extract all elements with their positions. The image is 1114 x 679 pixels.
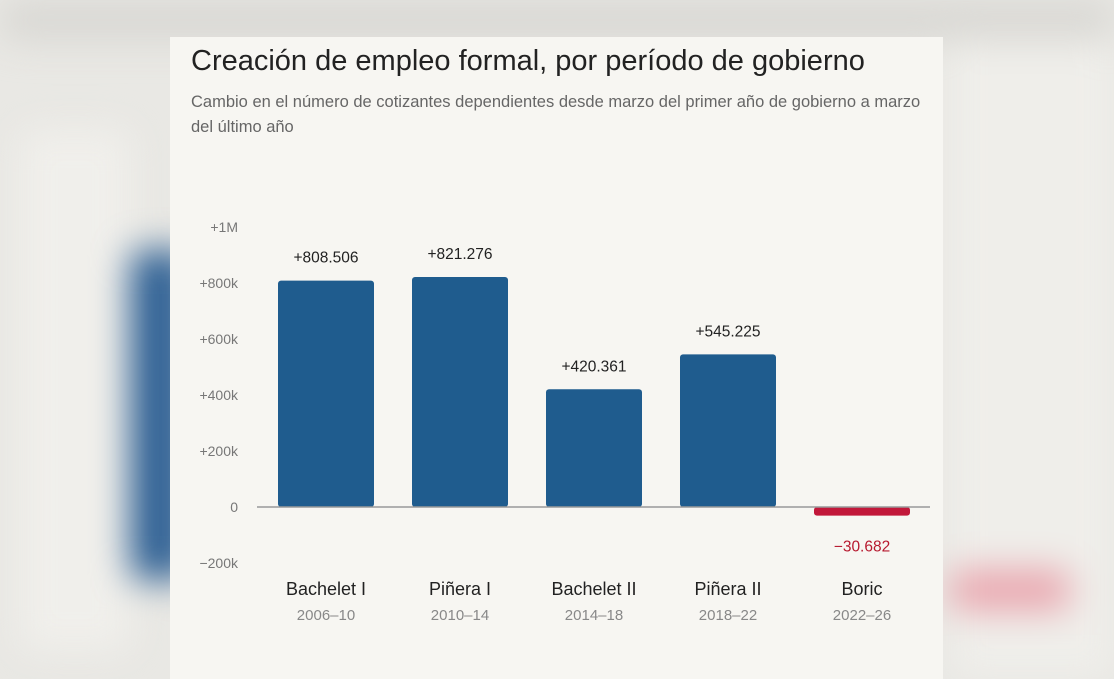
background-red-blur bbox=[950, 570, 1070, 610]
x-category-period: 2014–18 bbox=[565, 607, 623, 624]
bar bbox=[680, 354, 776, 507]
chart-title: Creación de empleo formal, por período d… bbox=[191, 45, 865, 77]
data-label: +808.506 bbox=[293, 250, 358, 267]
chart-card: Creación de empleo formal, por período d… bbox=[170, 37, 943, 679]
x-category-period: 2022–26 bbox=[833, 607, 891, 624]
y-tick-label: 0 bbox=[230, 499, 238, 515]
data-label: +821.276 bbox=[427, 246, 492, 263]
y-tick-label: +200k bbox=[199, 443, 239, 459]
bar bbox=[546, 389, 642, 507]
y-tick-label: −200k bbox=[199, 555, 239, 571]
bar-chart: +1M +800k +600k +400k +200k 0 −200k +808.506 Bac… bbox=[199, 219, 930, 624]
chart-subtitle: Cambio en el número de cotizantes depend… bbox=[191, 93, 921, 136]
y-tick-label: +1M bbox=[210, 219, 238, 235]
y-tick-label: +400k bbox=[199, 387, 239, 403]
background-left-blur bbox=[20, 130, 130, 650]
x-category-label: Piñera II bbox=[694, 579, 761, 599]
data-label: +545.225 bbox=[695, 323, 760, 340]
bar bbox=[278, 280, 374, 507]
x-category-label: Bachelet I bbox=[286, 579, 366, 599]
x-category-period: 2006–10 bbox=[297, 607, 355, 624]
x-category-label: Bachelet II bbox=[551, 579, 636, 599]
background-top-blur bbox=[0, 0, 1114, 40]
x-category-label: Piñera I bbox=[429, 579, 491, 599]
x-category-period: 2018–22 bbox=[699, 607, 757, 624]
x-category-period: 2010–14 bbox=[431, 607, 489, 624]
data-label: +420.361 bbox=[561, 358, 626, 375]
bar bbox=[412, 277, 508, 507]
bar-negative bbox=[814, 507, 910, 516]
data-label: −30.682 bbox=[834, 539, 890, 556]
x-category-label: Boric bbox=[841, 579, 882, 599]
y-tick-label: +600k bbox=[199, 331, 239, 347]
y-tick-label: +800k bbox=[199, 275, 239, 291]
